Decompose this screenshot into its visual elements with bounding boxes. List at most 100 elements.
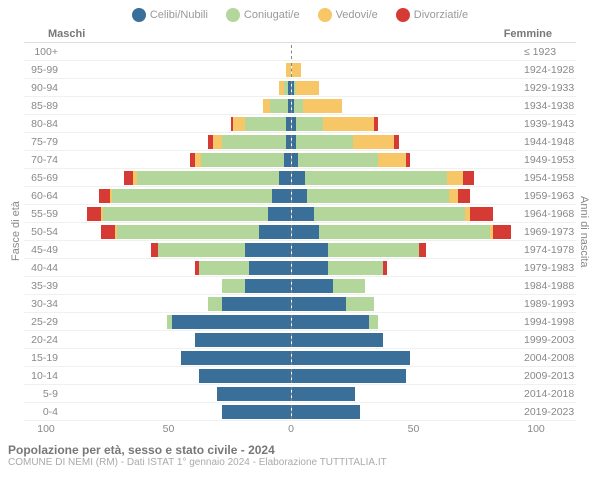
bar-segment [249,261,290,275]
legend-item: Celibi/Nubili [132,8,208,22]
bar-segment [319,225,490,239]
female-bar [291,351,521,365]
bar-pair [62,45,520,59]
chart-source: COMUNE DI NEMI (RM) - Dati ISTAT 1° genn… [8,457,592,468]
female-bar [291,63,521,77]
age-label: 75-79 [24,136,62,148]
bar-segment [292,261,329,275]
bar-segment [199,369,290,383]
bar-segment [137,171,279,185]
legend-item: Vedovi/e [318,8,378,22]
legend-swatch [132,8,146,22]
age-row: 65-69 1954-1958 [24,169,576,187]
age-label: 50-54 [24,226,62,238]
bar-pair [62,135,520,149]
year-label: 1979-1983 [520,262,576,274]
age-label: 95-99 [24,64,62,76]
legend: Celibi/NubiliConiugati/eVedovi/eDivorzia… [8,8,592,22]
male-bar [62,135,291,149]
bar-pair [62,243,520,257]
age-label: 10-14 [24,370,62,382]
age-row: 45-49 1974-1978 [24,241,576,259]
year-label: 1999-2003 [520,334,576,346]
bar-segment [87,207,101,221]
male-bar [62,171,291,185]
age-label: 65-69 [24,172,62,184]
bar-segment [292,351,411,365]
bar-segment [195,333,291,347]
bar-segment [292,189,308,203]
year-label: 1924-1928 [520,64,576,76]
bar-segment [314,207,465,221]
year-label: 1969-1973 [520,226,576,238]
legend-label: Coniugati/e [244,9,300,21]
bar-segment [303,99,342,113]
age-row: 95-99 1924-1928 [24,61,576,79]
bar-segment [292,171,306,185]
bar-segment [172,315,291,329]
age-row: 30-341989-1993 [24,295,576,313]
bar-segment [103,207,268,221]
bar-segment [245,279,291,293]
bar-segment [292,387,356,401]
bar-segment [245,243,291,257]
bar-segment [259,225,291,239]
bar-pair [62,315,520,329]
age-row: 50-54 1969-1973 [24,223,576,241]
female-label: Femmine [504,28,552,40]
bar-segment [99,189,110,203]
female-bar [291,153,521,167]
bar-segment [378,153,405,167]
bar-pair [62,189,520,203]
bar-pair [62,225,520,239]
bar-segment [222,279,245,293]
year-label: ≤ 1923 [520,46,576,58]
male-bar [62,207,291,221]
legend-swatch [396,8,410,22]
male-bar [62,387,291,401]
female-bar [291,99,521,113]
bar-segment [305,171,447,185]
female-bar [291,45,521,59]
year-label: 1954-1958 [520,172,576,184]
year-label: 2014-2018 [520,388,576,400]
male-bar [62,225,291,239]
bar-segment [292,405,361,419]
age-label: 90-94 [24,82,62,94]
bar-pair [62,279,520,293]
bar-segment [222,405,291,419]
bar-pair [62,117,520,131]
chart-title: Popolazione per età, sesso e stato civil… [8,443,592,457]
bar-segment [279,171,290,185]
bar-segment [328,243,419,257]
y-axis-left-label: Fasce di età [8,42,24,421]
bar-segment [346,297,373,311]
bar-segment [323,117,373,131]
bar-segment [383,261,388,275]
year-label: 1944-1948 [520,136,576,148]
bar-segment [406,153,411,167]
bar-segment [270,99,288,113]
male-bar [62,189,291,203]
bar-segment [292,243,329,257]
legend-label: Vedovi/e [336,9,378,21]
year-label: 1974-1978 [520,244,576,256]
bar-segment [292,333,383,347]
bar-segment [101,225,115,239]
bar-segment [112,189,272,203]
bar-pair [62,171,520,185]
age-row: 90-941929-1933 [24,79,576,97]
bar-segment [294,99,303,113]
age-row: 25-291994-1998 [24,313,576,331]
year-label: 1964-1968 [520,208,576,220]
x-tick: 50 [408,423,420,435]
bar-segment [151,243,158,257]
year-label: 2004-2008 [520,352,576,364]
male-bar [62,81,291,95]
age-label: 25-29 [24,316,62,328]
age-row: 70-741949-1953 [24,151,576,169]
bar-segment [307,189,449,203]
x-axis: 100 50 0 50 100 [8,423,592,437]
bar-pair [62,297,520,311]
age-label: 45-49 [24,244,62,256]
